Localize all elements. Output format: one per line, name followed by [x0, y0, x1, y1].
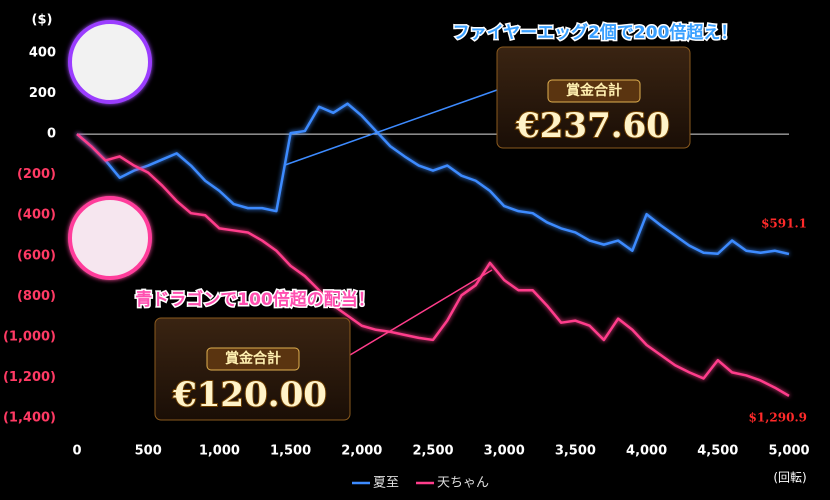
- callout-caption: 青ドラゴンで100倍超の配当！: [135, 289, 375, 310]
- y-tick-label: 400: [29, 46, 56, 61]
- connector: [349, 269, 493, 356]
- prize-amount: €120.00: [172, 375, 327, 415]
- x-tick-label: 3,000: [484, 444, 525, 459]
- avatar: [68, 196, 152, 280]
- y-tick-label: (1,400): [3, 411, 56, 426]
- y-tick-label: (200): [17, 167, 56, 182]
- x-tick-label: 5,000: [768, 444, 809, 459]
- legend-label: 天ちゃん: [437, 476, 489, 491]
- x-tick-label: 1,000: [199, 444, 240, 459]
- y-tick-label: (800): [17, 289, 56, 304]
- legend-label: 夏至: [373, 476, 399, 491]
- end-label: $591.1: [761, 216, 807, 230]
- y-tick-label: (400): [17, 208, 56, 223]
- x-tick-label: 3,500: [555, 444, 596, 459]
- y-tick-label: 0: [47, 127, 56, 142]
- x-tick-label: 500: [135, 444, 162, 459]
- y-tick-label: (600): [17, 248, 56, 263]
- x-tick-label: 2,000: [341, 444, 382, 459]
- y-tick-label: (1,200): [3, 370, 56, 385]
- x-tick-label: 2,500: [412, 444, 453, 459]
- x-tick-label: 4,500: [697, 444, 738, 459]
- connector: [284, 89, 498, 166]
- end-label: $1,290.9: [749, 410, 807, 424]
- x-tick-label: 1,500: [270, 444, 311, 459]
- prize-title: 賞金合計: [225, 350, 281, 367]
- prize-banner: [547, 79, 641, 103]
- avatar: [68, 20, 152, 104]
- series-line: [76, 133, 790, 397]
- x-axis-label: (回転): [773, 471, 806, 485]
- y-tick-label: 200: [29, 86, 56, 101]
- series-line: [76, 102, 790, 256]
- prize-title: 賞金合計: [566, 82, 622, 99]
- y-tick-label: (1,000): [3, 329, 56, 344]
- prize-amount: €237.60: [515, 106, 670, 146]
- x-tick-label: 4,000: [626, 444, 667, 459]
- x-tick-label: 0: [72, 444, 81, 459]
- callout-caption: ファイヤーエッグ2個で200倍超え！: [453, 22, 738, 43]
- y-axis-label: ($): [32, 13, 53, 28]
- prize-banner: [206, 347, 300, 371]
